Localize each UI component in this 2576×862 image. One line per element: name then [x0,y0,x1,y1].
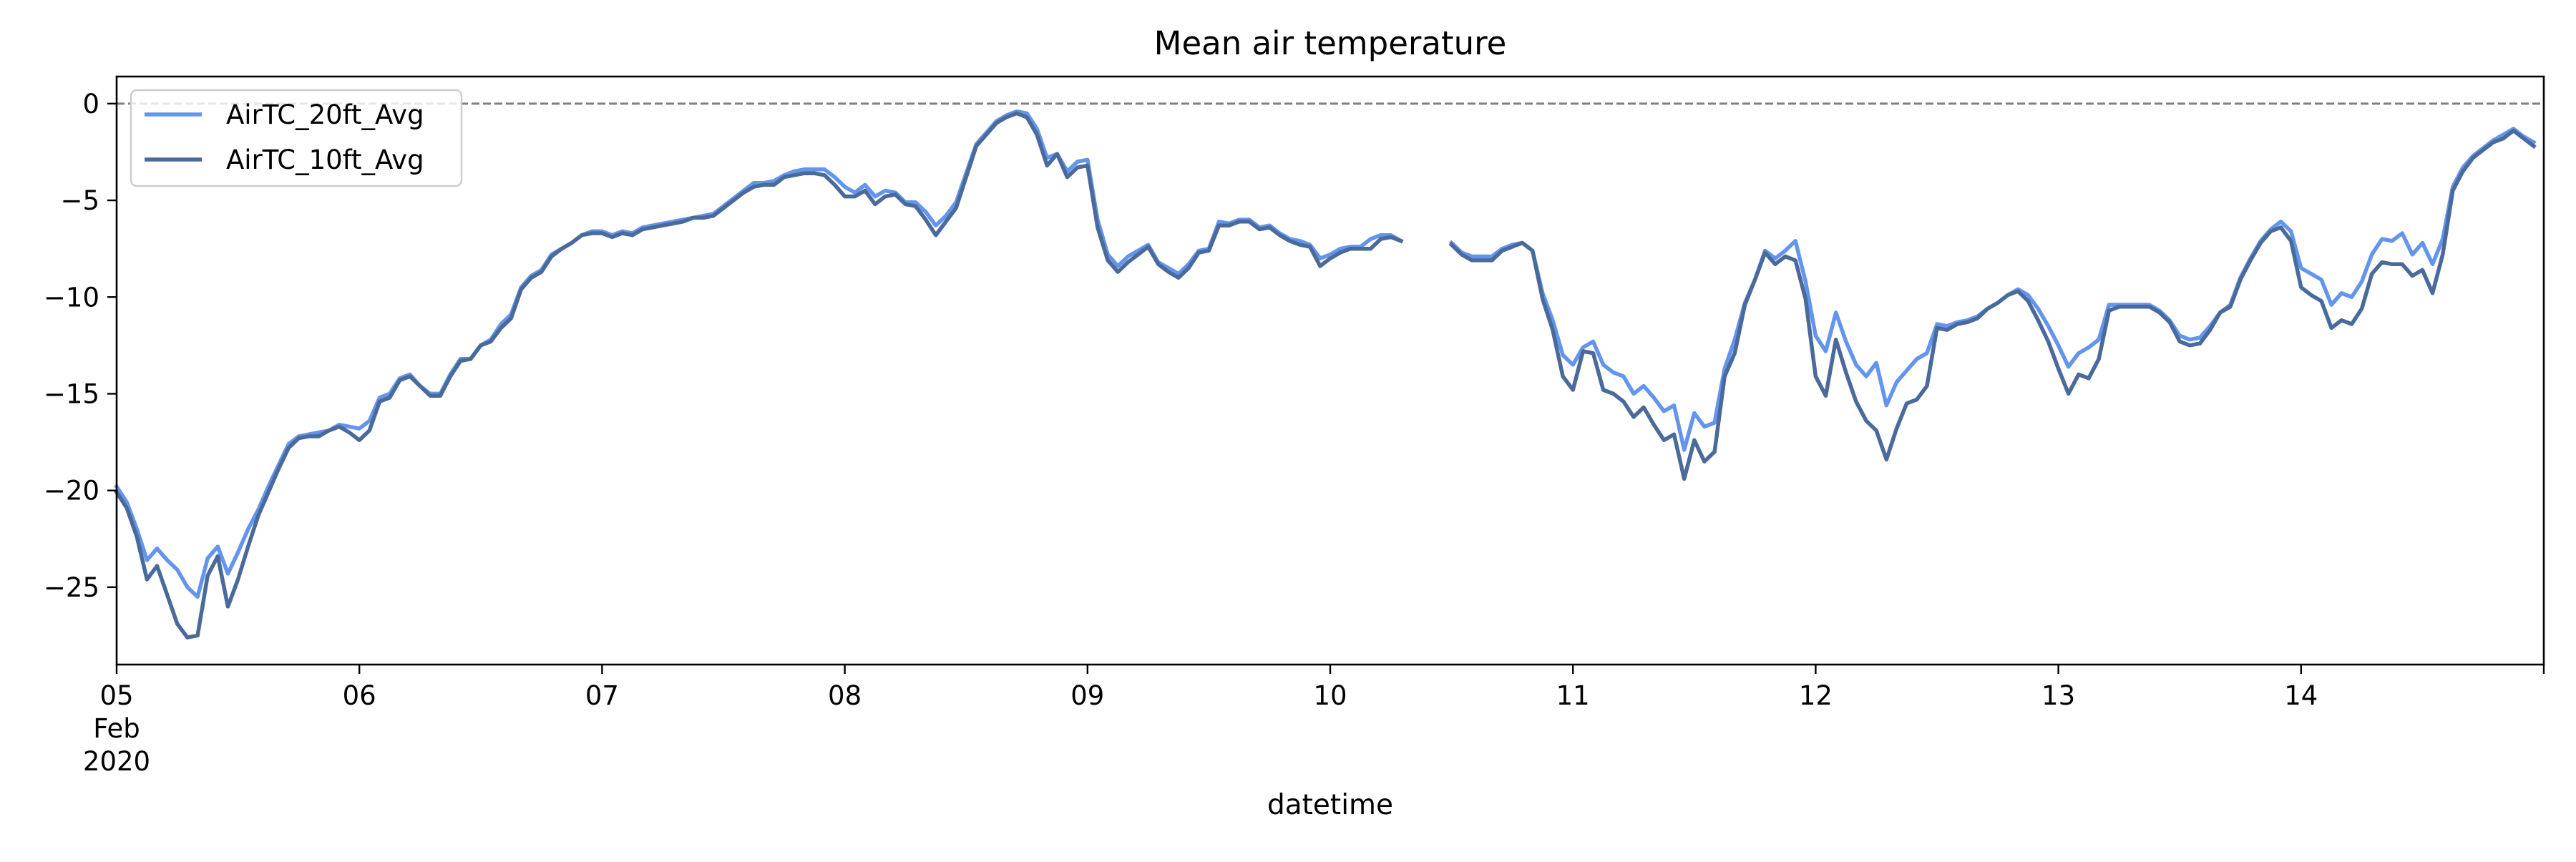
x-tick-label: 08 [828,680,862,711]
x-tick-label: 11 [1556,680,1590,711]
legend-box [130,89,463,187]
chart-title: Mean air temperature [1154,24,1507,62]
series-line-AirTC_10ft_Avg [114,111,2537,640]
x-tick-label: 12 [1799,680,1833,711]
y-axis-ticks: 0 −5 −10 −15 −20 −25 [44,89,117,603]
x-tick-label: 14 [2284,680,2318,711]
legend-label: AirTC_20ft_Avg [226,99,424,130]
legend: AirTC_20ft_Avg AirTC_10ft_Avg [130,89,463,187]
x-tick-label: 2020 [83,746,150,777]
y-tick-label: 0 [82,89,99,119]
x-tick-label: 06 [343,680,376,711]
x-tick-label: 05 [99,680,133,711]
x-tick-label: 07 [585,680,619,711]
y-tick-label: −10 [44,282,99,313]
y-tick-label: −25 [44,572,99,603]
x-axis-label: datetime [1267,789,1393,821]
y-tick-label: −20 [44,476,99,506]
y-tick-label: −15 [44,378,99,409]
x-tick-label: Feb [93,713,140,744]
legend-label: AirTC_10ft_Avg [226,145,424,175]
x-tick-label: 09 [1070,680,1104,711]
x-tick-label: 13 [2041,680,2075,711]
y-tick-label: −5 [60,185,99,216]
series-group [114,109,2537,640]
x-tick-label: 10 [1313,680,1347,711]
